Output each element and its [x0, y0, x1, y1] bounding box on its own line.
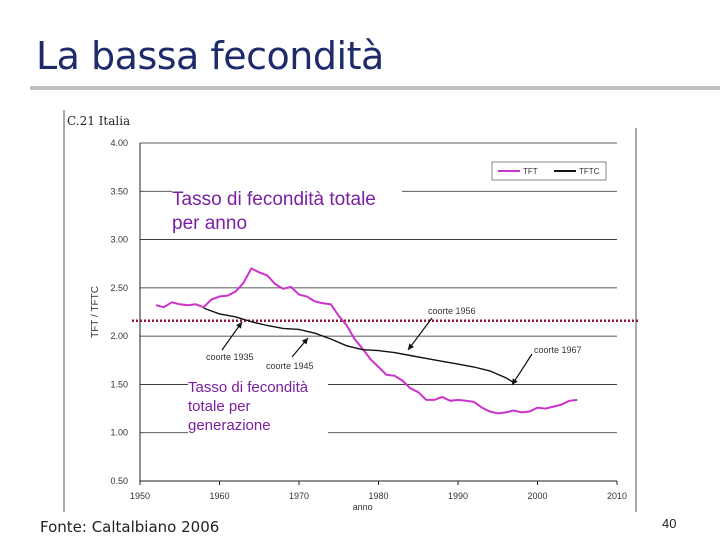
y-tick-label: 1.50 — [110, 379, 128, 389]
cohort-label: coorte 1967 — [534, 345, 582, 355]
x-tick-label: 2010 — [607, 491, 627, 501]
cohort-arrow-head — [236, 322, 242, 329]
cohort-arrow-line — [407, 317, 433, 351]
cohort-arrow-line — [511, 353, 533, 386]
x-tick-label: 1970 — [289, 491, 309, 501]
y-tick-label: 2.00 — [110, 331, 128, 341]
x-tick-label: 1960 — [209, 491, 229, 501]
page-number: 40 — [662, 516, 677, 531]
cohort-label: coorte 1956 — [428, 306, 476, 316]
x-tick-label: 2000 — [527, 491, 547, 501]
cohort-label: coorte 1945 — [266, 361, 314, 371]
series-line-tft — [155, 267, 578, 415]
y-tick-label: 4.00 — [110, 138, 128, 148]
cohort-label: coorte 1935 — [206, 352, 254, 362]
cohort-arrow-head — [301, 338, 308, 345]
y-axis-label: TFT / TFTC — [90, 286, 101, 338]
y-tick-label: 3.00 — [110, 235, 128, 245]
cohort-arrow-head — [408, 343, 414, 350]
legend-box — [491, 161, 607, 181]
series-line-tftc — [203, 307, 514, 384]
source-note: Fonte: Caltalbiano 2006 — [40, 518, 220, 536]
cohort-arrow-head — [512, 378, 518, 385]
legend-label-tft: TFT — [523, 167, 538, 176]
x-axis-label: anno — [353, 502, 373, 512]
legend-label-tftc: TFTC — [579, 167, 600, 176]
y-tick-label: 0.50 — [110, 476, 128, 486]
period-fertility-annotation: Tasso di fecondità totale per anno — [172, 186, 402, 238]
x-tick-label: 1950 — [130, 491, 150, 501]
y-tick-label: 3.50 — [110, 186, 128, 196]
title-divider — [30, 86, 720, 90]
y-tick-label: 2.50 — [110, 283, 128, 293]
x-tick-label: 1980 — [368, 491, 388, 501]
x-tick-label: 1990 — [448, 491, 468, 501]
cohort-fertility-annotation: Tasso di fecondità totale per generazion… — [188, 376, 328, 437]
y-tick-label: 1.00 — [110, 428, 128, 438]
slide-title: La bassa fecondità — [36, 34, 384, 78]
chart-title: C.21 Italia — [67, 114, 130, 128]
